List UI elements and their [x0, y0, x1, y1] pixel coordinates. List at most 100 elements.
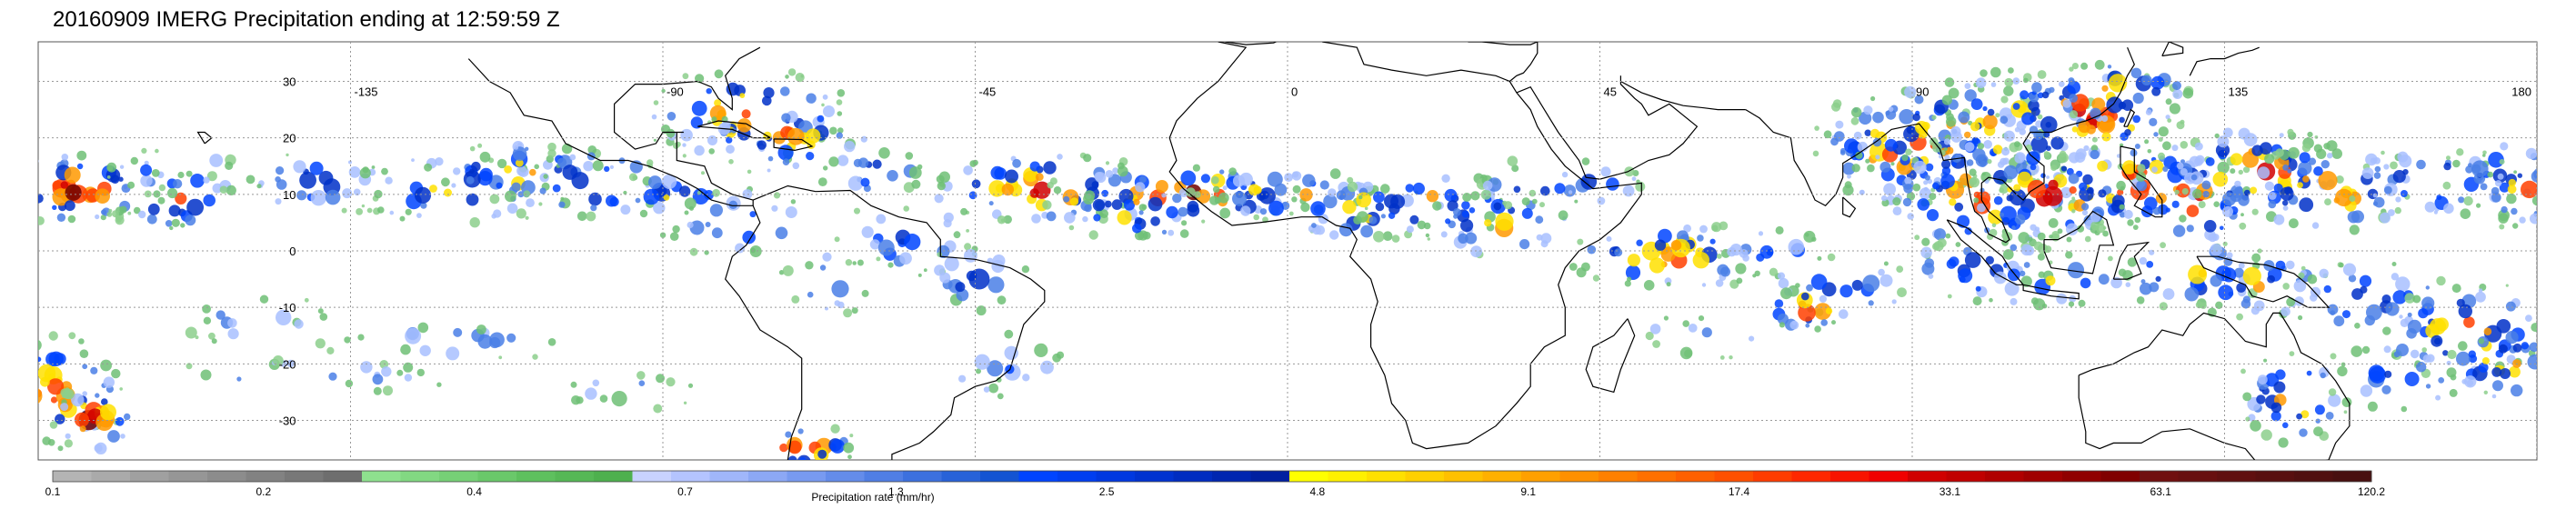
precip-cell — [2425, 384, 2431, 389]
precip-cell — [1914, 235, 1920, 241]
precip-cell — [968, 268, 990, 290]
precip-cell — [78, 338, 85, 344]
precip-cell — [1645, 331, 1654, 341]
precip-cell — [1064, 212, 1076, 224]
precip-cell — [1240, 205, 1251, 216]
precip-cell — [628, 173, 637, 182]
precip-cell — [79, 425, 86, 433]
precip-cell — [1666, 282, 1671, 287]
precip-cell — [806, 152, 815, 161]
precip-cell — [1426, 190, 1439, 203]
precip-cell — [25, 342, 32, 349]
precip-cell — [1083, 154, 1092, 163]
colorbar-swatch — [555, 471, 595, 482]
precip-cell — [1844, 181, 1852, 189]
colorbar-swatch — [91, 471, 131, 482]
precip-cell — [1311, 223, 1317, 228]
precip-cell — [2268, 200, 2277, 209]
precip-cell — [2212, 171, 2229, 187]
precip-cell — [2372, 193, 2378, 198]
precip-cell — [2030, 164, 2037, 171]
precip-cell — [1711, 222, 1722, 233]
precip-cell — [1358, 195, 1363, 200]
precip-cell — [923, 268, 927, 273]
precip-cell — [1012, 158, 1021, 168]
precip-cell — [0, 372, 8, 384]
precip-cell — [2538, 217, 2545, 225]
precip-cell — [1643, 280, 1655, 291]
precip-cell — [1053, 186, 1062, 195]
precip-cell — [2286, 297, 2296, 307]
precip-cell — [57, 445, 64, 452]
precip-cell — [1135, 182, 1146, 193]
precip-cell — [588, 192, 602, 206]
precip-cell — [119, 387, 123, 391]
precip-cell — [757, 140, 767, 150]
precip-cell — [1913, 160, 1927, 175]
precip-cell — [964, 243, 972, 251]
precip-cell — [1719, 355, 1725, 360]
precip-cell — [2180, 159, 2185, 165]
precip-cell — [276, 179, 287, 190]
coastline-segment — [752, 185, 1046, 460]
precip-cell — [834, 236, 840, 243]
precip-cell — [905, 152, 914, 160]
precip-cell — [2167, 118, 2172, 124]
precip-cell — [344, 336, 351, 344]
precip-cell — [227, 318, 237, 328]
precip-cell — [1964, 131, 1971, 139]
precip-cell — [341, 207, 347, 214]
precip-cell — [960, 207, 968, 215]
precip-cell — [767, 168, 771, 173]
precip-cell — [19, 160, 25, 165]
coastline-segment — [1842, 196, 1857, 218]
precip-cell — [1798, 304, 1816, 322]
precip-cell — [2501, 205, 2508, 214]
latitude-labels: 30 20 10 0 -10 -20 -30 — [279, 75, 296, 428]
precip-cell — [1839, 284, 1853, 298]
colorbar-tick-label: 63.1 — [2150, 485, 2172, 498]
precip-cell — [1658, 228, 1672, 244]
precip-cell — [792, 162, 800, 170]
precip-cell — [638, 380, 646, 387]
precip-cell — [2500, 368, 2511, 379]
precip-cell — [684, 197, 697, 210]
precip-cell — [2215, 143, 2230, 157]
colorbar-swatch — [207, 471, 246, 482]
precip-cell — [1529, 189, 1537, 197]
precip-cell — [2508, 178, 2516, 187]
precip-cell — [2480, 183, 2488, 191]
precip-cell — [2037, 253, 2045, 261]
precip-cell — [817, 449, 827, 459]
precip-cell — [2155, 275, 2161, 282]
precip-cell — [385, 176, 393, 185]
precip-cell — [2056, 293, 2068, 304]
precip-cell — [310, 190, 326, 206]
precip-cell — [56, 213, 66, 222]
precip-cell — [1883, 261, 1889, 266]
precip-cell — [259, 294, 269, 304]
precip-cell — [552, 184, 561, 193]
precip-cell — [276, 309, 292, 325]
precip-cell — [1892, 197, 1901, 206]
precip-cell — [1878, 268, 1885, 276]
precip-cell — [256, 184, 262, 189]
coastline-segment — [1620, 80, 1746, 111]
colorbar-swatch — [1985, 471, 2024, 482]
precip-cell — [2101, 132, 2111, 142]
colorbar-swatch — [2062, 471, 2101, 482]
precip-cell — [2069, 66, 2074, 72]
precip-cell — [2146, 261, 2154, 268]
precip-cell — [1084, 190, 1096, 202]
precip-cell — [1937, 238, 1947, 248]
precip-cell — [2101, 85, 2109, 92]
precip-cell — [2307, 274, 2318, 284]
precip-cell — [2466, 379, 2474, 386]
precip-cell — [185, 326, 197, 339]
precip-cell — [203, 176, 210, 184]
precip-cell — [1970, 98, 1983, 110]
precip-cell — [1218, 192, 1229, 204]
precip-cell — [2048, 218, 2059, 228]
precip-cell — [1117, 165, 1128, 177]
